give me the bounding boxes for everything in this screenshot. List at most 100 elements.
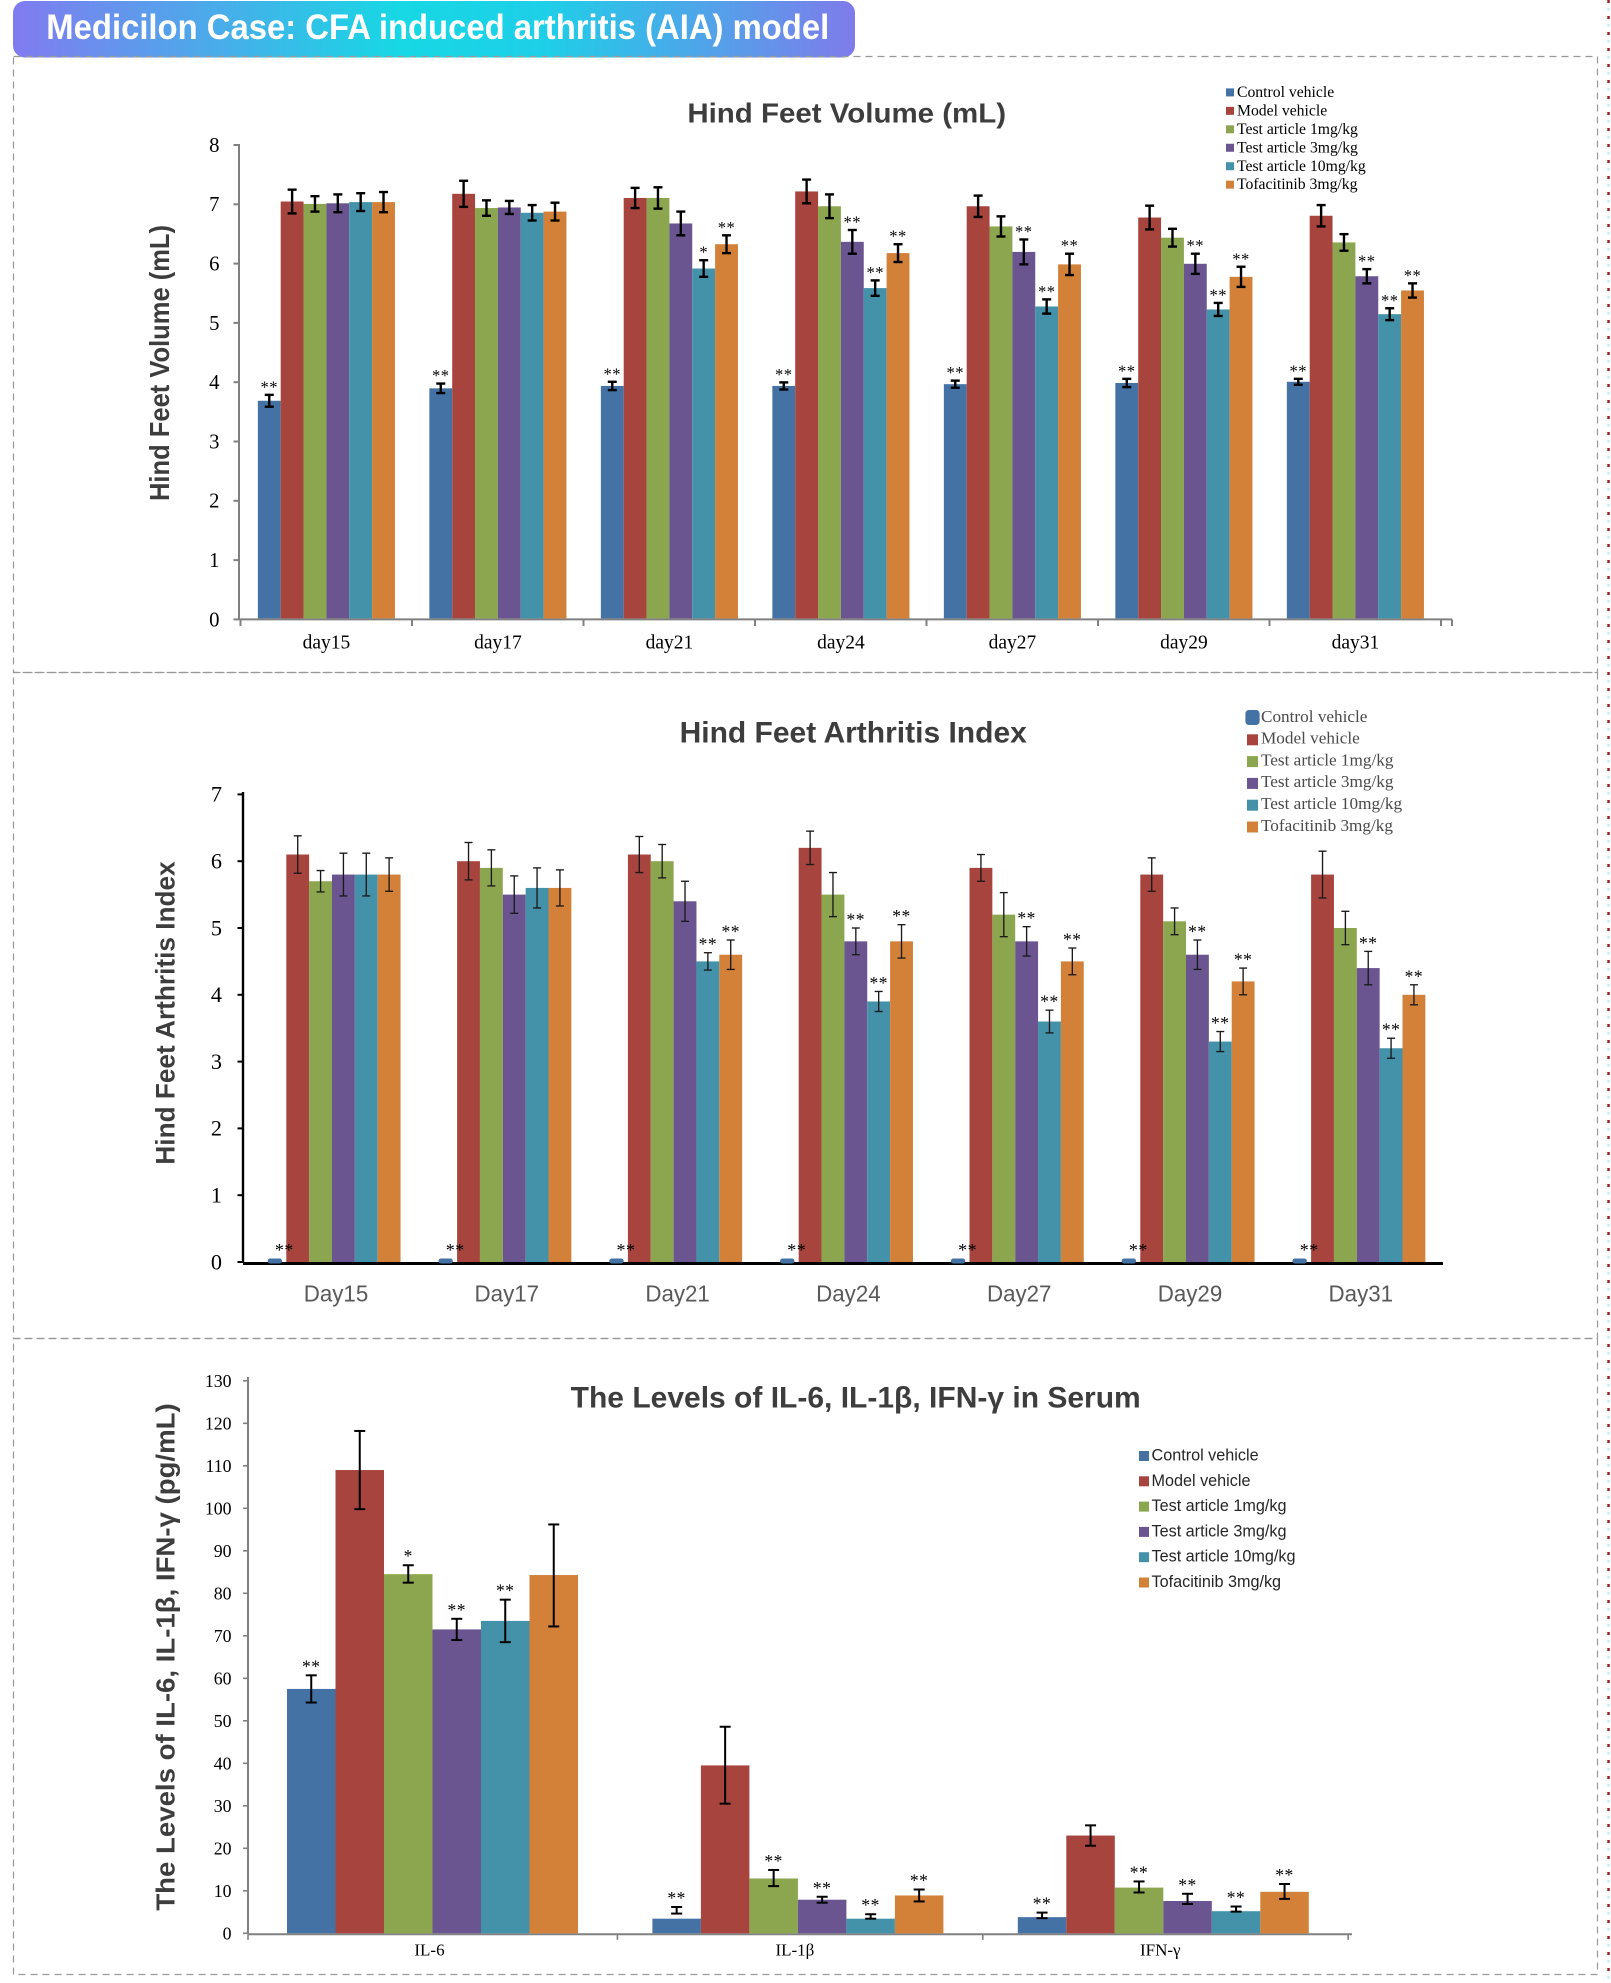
svg-text:**: ** xyxy=(764,1851,783,1871)
svg-text:**: ** xyxy=(1017,908,1036,928)
svg-text:**: ** xyxy=(910,1871,929,1891)
svg-text:4: 4 xyxy=(209,372,220,394)
svg-text:**: ** xyxy=(1063,930,1082,950)
svg-text:**: ** xyxy=(261,377,279,396)
svg-text:**: ** xyxy=(275,1240,294,1260)
svg-text:40: 40 xyxy=(214,1753,232,1773)
svg-text:**: ** xyxy=(844,213,862,232)
svg-text:8: 8 xyxy=(209,135,219,157)
svg-text:**: ** xyxy=(869,973,888,993)
svg-text:**: ** xyxy=(1040,992,1059,1012)
svg-text:**: ** xyxy=(718,218,736,237)
svg-text:6: 6 xyxy=(211,849,222,874)
svg-text:**: ** xyxy=(889,227,907,246)
svg-text:Day15: Day15 xyxy=(304,1280,368,1307)
svg-text:90: 90 xyxy=(214,1541,232,1561)
svg-text:**: ** xyxy=(775,365,793,384)
svg-text:Test article 3mg/kg: Test article 3mg/kg xyxy=(1261,772,1394,791)
svg-text:120: 120 xyxy=(205,1413,232,1433)
svg-text:**: ** xyxy=(699,934,718,954)
svg-text:**: ** xyxy=(1178,1875,1197,1895)
svg-text:Test article 10mg/kg: Test article 10mg/kg xyxy=(1261,794,1402,813)
svg-text:2: 2 xyxy=(209,491,219,513)
svg-text:**: ** xyxy=(861,1895,880,1915)
svg-text:100: 100 xyxy=(205,1498,232,1518)
svg-text:Day21: Day21 xyxy=(645,1280,709,1307)
svg-text:**: ** xyxy=(302,1656,321,1676)
svg-text:Day24: Day24 xyxy=(816,1280,881,1307)
svg-text:The Levels of IL-6, IL-1β, IFN: The Levels of IL-6, IL-1β, IFN-γ (pg/mL) xyxy=(151,1403,180,1910)
svg-text:IL-1β: IL-1β xyxy=(775,1941,814,1960)
svg-text:**: ** xyxy=(1234,950,1253,970)
svg-text:Test article 3mg/kg: Test article 3mg/kg xyxy=(1152,1522,1287,1540)
svg-text:**: ** xyxy=(1129,1240,1148,1260)
svg-text:1: 1 xyxy=(211,1183,222,1208)
svg-text:*: * xyxy=(699,243,708,262)
svg-text:**: ** xyxy=(1209,285,1227,304)
svg-text:2: 2 xyxy=(211,1116,222,1141)
svg-text:Hind Feet Volume (mL): Hind Feet Volume (mL) xyxy=(144,225,175,501)
svg-text:Control vehicle: Control vehicle xyxy=(1261,707,1368,726)
svg-text:day29: day29 xyxy=(1160,633,1208,654)
svg-text:**: ** xyxy=(1232,249,1250,268)
svg-text:**: ** xyxy=(1275,1865,1294,1885)
svg-text:**: ** xyxy=(813,1878,832,1898)
svg-text:**: ** xyxy=(1033,1894,1052,1914)
svg-text:5: 5 xyxy=(209,313,219,335)
svg-text:Tofacitinib 3mg/kg: Tofacitinib 3mg/kg xyxy=(1152,1573,1282,1591)
svg-text:Hind Feet Arthritis Index: Hind Feet Arthritis Index xyxy=(680,717,1028,750)
svg-text:**: ** xyxy=(1290,361,1308,380)
svg-text:7: 7 xyxy=(211,782,222,807)
svg-text:day27: day27 xyxy=(989,633,1037,654)
svg-text:3: 3 xyxy=(211,1049,222,1074)
svg-text:**: ** xyxy=(1227,1888,1246,1908)
svg-text:60: 60 xyxy=(214,1668,232,1688)
svg-text:**: ** xyxy=(892,906,911,926)
svg-text:5: 5 xyxy=(211,915,222,940)
svg-text:**: ** xyxy=(1038,282,1056,301)
svg-text:day15: day15 xyxy=(303,633,351,654)
svg-text:**: ** xyxy=(617,1240,636,1260)
svg-text:**: ** xyxy=(787,1240,806,1260)
svg-text:**: ** xyxy=(1188,922,1207,942)
svg-text:**: ** xyxy=(1359,933,1378,953)
svg-text:**: ** xyxy=(604,364,622,383)
svg-text:**: ** xyxy=(1300,1240,1319,1260)
svg-text:**: ** xyxy=(496,1581,515,1601)
svg-text:80: 80 xyxy=(214,1583,232,1603)
svg-text:7: 7 xyxy=(209,194,219,216)
svg-text:**: ** xyxy=(1381,291,1399,310)
svg-text:**: ** xyxy=(847,910,866,930)
svg-text:10: 10 xyxy=(214,1881,232,1901)
svg-text:20: 20 xyxy=(214,1838,232,1858)
svg-text:Test article 1mg/kg: Test article 1mg/kg xyxy=(1152,1497,1287,1515)
svg-text:**: ** xyxy=(1358,252,1376,271)
svg-text:The Levels of IL-6, IL-1β, IFN: The Levels of IL-6, IL-1β, IFN-γ in Seru… xyxy=(571,1382,1141,1415)
svg-text:110: 110 xyxy=(205,1456,231,1476)
svg-text:day21: day21 xyxy=(646,633,694,654)
svg-text:Model vehicle: Model vehicle xyxy=(1237,103,1327,120)
svg-text:Hind Feet Volume (mL): Hind Feet Volume (mL) xyxy=(687,98,1006,129)
svg-text:Hind Feet Arthritis Index: Hind Feet Arthritis Index xyxy=(150,861,181,1164)
svg-text:Model vehicle: Model vehicle xyxy=(1261,729,1360,748)
svg-text:Day29: Day29 xyxy=(1158,1280,1222,1307)
svg-text:Test article 1mg/kg: Test article 1mg/kg xyxy=(1237,121,1358,138)
svg-text:Control vehicle: Control vehicle xyxy=(1152,1447,1259,1465)
svg-text:**: ** xyxy=(1405,966,1424,986)
svg-text:IL-6: IL-6 xyxy=(414,1941,444,1960)
svg-text:Day17: Day17 xyxy=(475,1280,539,1307)
svg-text:Test article 1mg/kg: Test article 1mg/kg xyxy=(1261,750,1394,769)
svg-text:0: 0 xyxy=(211,1249,222,1274)
svg-text:**: ** xyxy=(667,1888,686,1908)
svg-text:**: ** xyxy=(1187,236,1205,255)
svg-text:Medicilon Case: CFA induced ar: Medicilon Case: CFA induced arthritis (A… xyxy=(46,8,829,47)
svg-text:day31: day31 xyxy=(1332,633,1380,654)
svg-text:day24: day24 xyxy=(817,633,865,654)
svg-text:Test article 10mg/kg: Test article 10mg/kg xyxy=(1237,158,1366,175)
svg-text:**: ** xyxy=(1118,361,1136,380)
svg-text:**: ** xyxy=(947,363,965,382)
svg-text:**: ** xyxy=(721,922,740,942)
svg-text:Test article 10mg/kg: Test article 10mg/kg xyxy=(1152,1548,1296,1566)
svg-text:**: ** xyxy=(432,366,450,385)
svg-text:1: 1 xyxy=(209,550,219,572)
